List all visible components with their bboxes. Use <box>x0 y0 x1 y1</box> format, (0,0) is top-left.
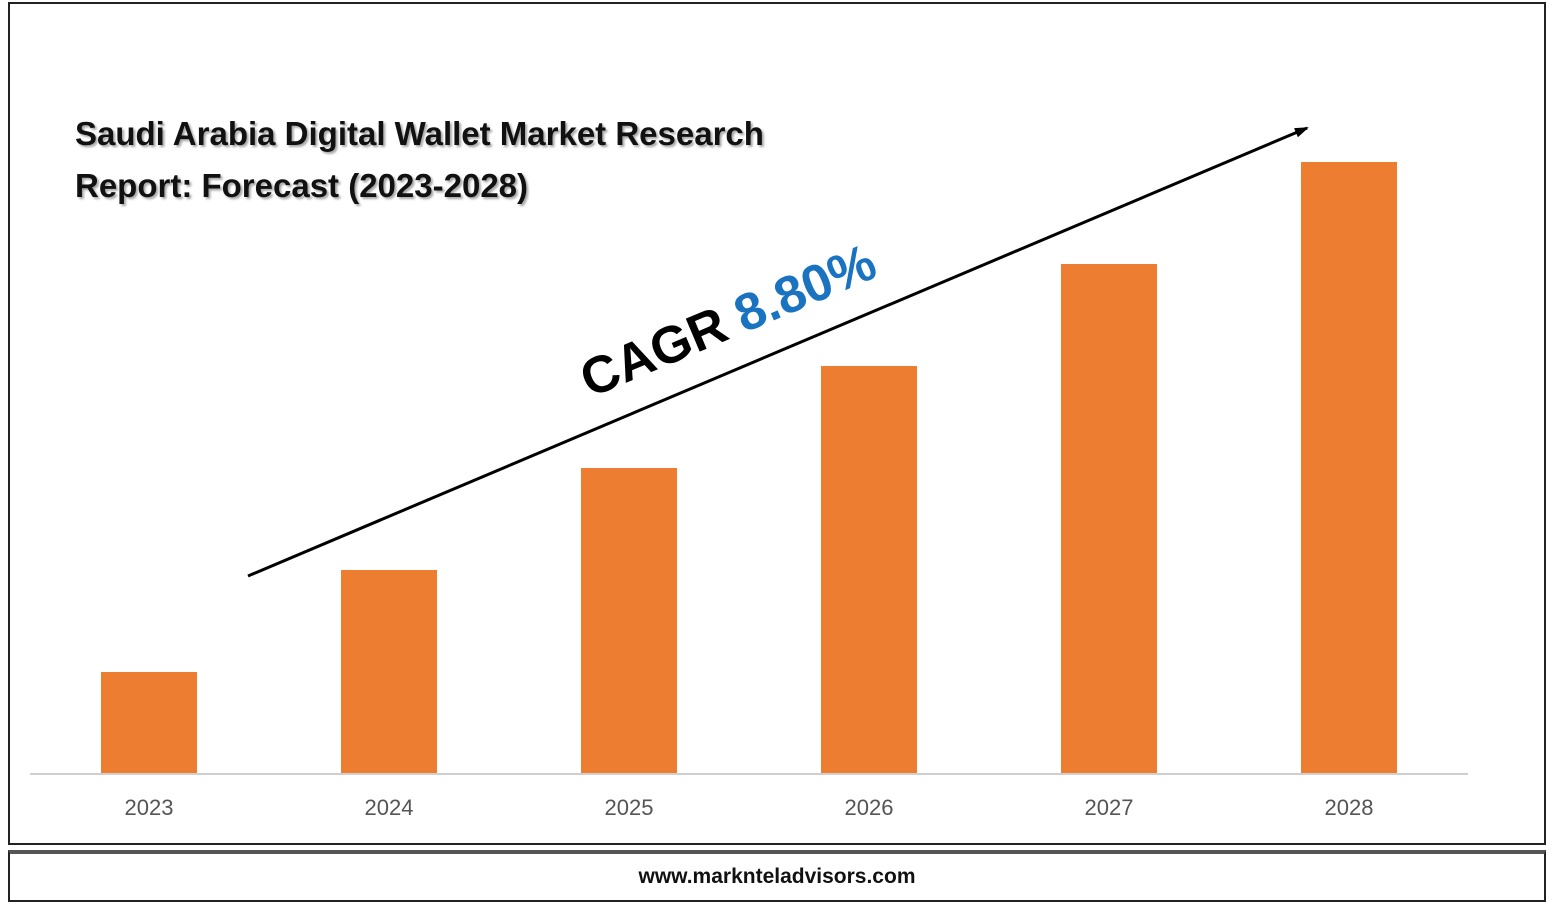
bar-2027 <box>1061 264 1157 774</box>
x-tick-label-2028: 2028 <box>1325 795 1374 820</box>
bar-2024 <box>341 570 437 774</box>
cagr-label: CAGR <box>572 296 736 409</box>
x-tick-label-2025: 2025 <box>605 795 654 820</box>
chart-title: Saudi Arabia Digital Wallet Market Resea… <box>75 115 764 204</box>
bar-2023 <box>101 672 197 774</box>
chart-frame <box>8 2 1546 845</box>
x-tick-label-2023: 2023 <box>125 795 174 820</box>
x-tick-label-2024: 2024 <box>365 795 414 820</box>
x-tick-label-2027: 2027 <box>1085 795 1134 820</box>
cagr-value: 8.80% <box>726 233 884 344</box>
growth-trend-arrow <box>247 126 1309 578</box>
footer-bar: www.marknteladvisors.com <box>8 850 1546 902</box>
bar-2028 <box>1301 162 1397 774</box>
website-link[interactable]: www.marknteladvisors.com <box>638 865 916 888</box>
bar-2025 <box>581 468 677 774</box>
bar-series <box>101 162 1397 774</box>
bar-2026 <box>821 366 917 774</box>
x-axis-tick-labels: 2023 2024 2025 2026 2027 2028 <box>125 795 1374 820</box>
x-tick-label-2026: 2026 <box>845 795 894 820</box>
